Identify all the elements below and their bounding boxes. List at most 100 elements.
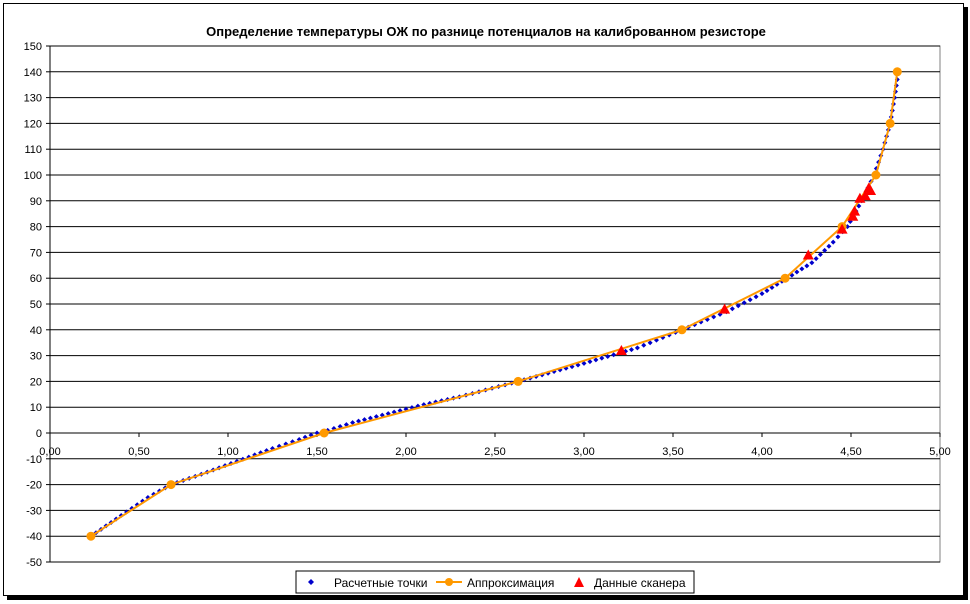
x-tick-label: 5,00 bbox=[929, 446, 950, 458]
legend-label-scanner: Данные сканера bbox=[594, 576, 686, 590]
y-tick-label: 100 bbox=[24, 170, 42, 182]
calc-point bbox=[587, 359, 593, 365]
calc-point bbox=[729, 306, 735, 312]
y-tick-label: -30 bbox=[26, 505, 42, 517]
x-tick-labels: 0,00 0,50 1,00 1,50 2,00 2,50 3,00 3,50 4,00 4,50… bbox=[39, 446, 950, 458]
scanner-point bbox=[849, 205, 861, 216]
y-tick-label: 0 bbox=[36, 428, 42, 440]
series-layer bbox=[86, 67, 902, 541]
y-tick-label: 130 bbox=[24, 93, 42, 105]
scanner-point bbox=[836, 223, 848, 234]
legend-item-approx: Аппроксимация bbox=[436, 576, 554, 590]
approx-point bbox=[677, 325, 687, 335]
scanner-point bbox=[854, 192, 866, 203]
y-tick-label: -40 bbox=[26, 531, 42, 543]
calc-point bbox=[741, 300, 747, 306]
legend-label-approx: Аппроксимация bbox=[467, 576, 554, 590]
y-tick-label: 90 bbox=[30, 196, 42, 208]
y-tick-label: 60 bbox=[30, 273, 42, 285]
approx-point bbox=[86, 531, 96, 541]
calc-point bbox=[809, 260, 815, 266]
approx-point bbox=[892, 67, 902, 77]
calc-point bbox=[799, 266, 805, 272]
scanner-point bbox=[615, 344, 627, 355]
legend: Расчетные точки Аппроксимация Данные ска… bbox=[295, 570, 695, 594]
y-tick-label: 10 bbox=[30, 402, 42, 414]
legend-item-scanner: Данные сканера bbox=[574, 576, 686, 590]
chart-frame: Определение температуры ОЖ по разнице по… bbox=[3, 3, 964, 596]
legend-label-calc: Расчетные точки bbox=[334, 576, 427, 590]
axes bbox=[46, 45, 941, 563]
legend-item-calc: Расчетные точки bbox=[308, 576, 427, 590]
chart-svg: Определение температуры ОЖ по разнице по… bbox=[24, 24, 951, 594]
y-tick-label: -20 bbox=[26, 480, 42, 492]
approx-point bbox=[513, 376, 523, 386]
x-tick-label: 2,00 bbox=[395, 446, 416, 458]
calc-point bbox=[835, 234, 841, 240]
legend-diamond-icon bbox=[308, 579, 314, 585]
y-tick-label: 150 bbox=[24, 41, 42, 53]
y-tick-label: 20 bbox=[30, 376, 42, 388]
x-tick-label: 4,50 bbox=[840, 446, 861, 458]
calc-point bbox=[764, 288, 770, 294]
calc-point bbox=[813, 256, 819, 262]
approx-point bbox=[166, 480, 176, 490]
calc-point bbox=[641, 342, 647, 348]
calc-point bbox=[747, 297, 753, 303]
calc-point bbox=[830, 239, 836, 245]
y-tick-label: 110 bbox=[24, 144, 42, 156]
calc-point bbox=[611, 352, 617, 358]
x-tick-label: 0,00 bbox=[39, 446, 60, 458]
y-tick-label: -50 bbox=[26, 557, 42, 569]
y-tick-label: 80 bbox=[30, 222, 42, 234]
y-tick-label: 120 bbox=[24, 118, 42, 130]
calc-point bbox=[753, 294, 759, 300]
grid-lines bbox=[50, 45, 940, 563]
x-tick-label: 1,50 bbox=[306, 446, 327, 458]
x-tick-label: 4,00 bbox=[751, 446, 772, 458]
y-tick-labels: -50 -40 -30 -20 -10 0 10 20 30 40 50 60 70 80 90 100 110… bbox=[24, 41, 42, 569]
calc-point bbox=[822, 247, 828, 253]
calc-point bbox=[826, 243, 832, 249]
calc-point bbox=[804, 263, 810, 269]
y-tick-label: 50 bbox=[30, 299, 42, 311]
calc-point bbox=[759, 291, 765, 297]
approx-point bbox=[319, 428, 329, 438]
calc-point bbox=[350, 420, 356, 426]
y-tick-label: -10 bbox=[26, 454, 42, 466]
scanner-point bbox=[863, 182, 875, 193]
calc-point bbox=[647, 340, 653, 346]
scanner-point bbox=[719, 303, 731, 314]
legend-box bbox=[295, 570, 695, 594]
legend-circle-icon bbox=[445, 578, 453, 586]
calc-point bbox=[817, 251, 823, 257]
calc-point bbox=[599, 355, 605, 361]
y-tick-label: 140 bbox=[24, 67, 42, 79]
x-tick-label: 3,00 bbox=[573, 446, 594, 458]
calc-point bbox=[356, 418, 362, 424]
scanner-point bbox=[802, 249, 814, 260]
calc-point bbox=[735, 303, 741, 309]
series-scanner-data bbox=[615, 182, 877, 355]
calc-point bbox=[605, 353, 611, 359]
approx-line bbox=[90, 71, 899, 538]
x-tick-label: 2,50 bbox=[484, 446, 505, 458]
y-tick-label: 40 bbox=[30, 325, 42, 337]
calc-point bbox=[634, 345, 640, 351]
series-approximation bbox=[86, 67, 902, 541]
y-tick-label: 30 bbox=[30, 351, 42, 363]
approx-point bbox=[871, 170, 881, 180]
scanner-point bbox=[859, 190, 871, 201]
legend-triangle-icon bbox=[574, 577, 584, 587]
calc-point bbox=[593, 357, 599, 363]
x-tick-label: 3,50 bbox=[662, 446, 683, 458]
x-tick-label: 0,50 bbox=[128, 446, 149, 458]
approx-point bbox=[780, 273, 790, 283]
scanner-point bbox=[847, 210, 859, 221]
chart-title: Определение температуры ОЖ по разнице по… bbox=[206, 24, 766, 39]
calc-point bbox=[628, 347, 634, 353]
y-tick-label: 70 bbox=[30, 247, 42, 259]
x-tick-label: 1,00 bbox=[217, 446, 238, 458]
calc-point bbox=[794, 269, 800, 275]
approx-point bbox=[885, 118, 895, 128]
